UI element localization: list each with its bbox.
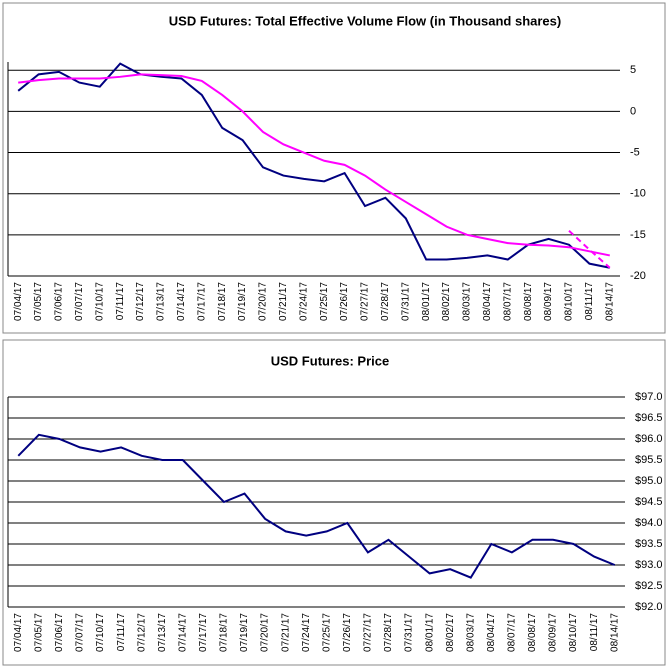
x-tick-label: 08/02/17 xyxy=(445,613,456,652)
y-tick-label: $97.0 xyxy=(635,391,663,403)
y-tick-label: $94.5 xyxy=(635,496,663,508)
x-tick-label: 07/06/17 xyxy=(54,613,65,652)
x-tick-label: 08/04/17 xyxy=(486,613,497,652)
x-tick-label: 08/11/17 xyxy=(589,613,600,652)
x-tick-label: 08/03/17 xyxy=(465,613,476,652)
x-tick-label: 08/01/17 xyxy=(421,282,432,321)
x-tick-label: 07/19/17 xyxy=(239,613,250,652)
x-tick-label: 07/19/17 xyxy=(237,282,248,321)
x-tick-label: 08/10/17 xyxy=(564,282,575,321)
x-tick-label: 07/20/17 xyxy=(258,282,269,321)
x-tick-label: 08/02/17 xyxy=(441,282,452,321)
y-tick-label: $95.0 xyxy=(635,475,663,487)
x-tick-label: 07/24/17 xyxy=(298,282,309,321)
x-tick-label: 08/08/17 xyxy=(523,282,534,321)
x-tick-label: 08/09/17 xyxy=(543,282,554,321)
x-tick-label: 07/11/17 xyxy=(115,282,126,321)
x-tick-label: 07/18/17 xyxy=(217,282,228,321)
x-tick-label: 07/31/17 xyxy=(404,613,415,652)
x-tick-label: 07/11/17 xyxy=(116,613,127,652)
x-tick-label: 07/26/17 xyxy=(339,282,350,321)
y-tick-label: $95.5 xyxy=(635,454,663,466)
x-tick-label: 07/04/17 xyxy=(13,613,24,652)
x-tick-label: 07/14/17 xyxy=(177,613,188,652)
x-tick-label: 07/14/17 xyxy=(176,282,187,321)
x-tick-label: 07/07/17 xyxy=(75,613,86,652)
x-tick-label: 07/10/17 xyxy=(95,613,106,652)
x-tick-label: 07/27/17 xyxy=(363,613,374,652)
x-tick-label: 07/25/17 xyxy=(319,282,330,321)
y-tick-label: $96.0 xyxy=(635,433,663,445)
x-tick-label: 07/26/17 xyxy=(342,613,353,652)
x-tick-label: 07/12/17 xyxy=(136,613,147,652)
x-tick-label: 08/07/17 xyxy=(507,613,518,652)
x-tick-label: 07/13/17 xyxy=(156,282,167,321)
y-tick-label: $92.0 xyxy=(635,601,663,613)
y-tick-label: 0 xyxy=(630,105,636,117)
x-tick-label: 08/11/17 xyxy=(584,282,595,321)
x-tick-label: 07/17/17 xyxy=(196,282,207,321)
x-tick-label: 07/10/17 xyxy=(94,282,105,321)
y-tick-label: $96.5 xyxy=(635,412,663,424)
x-tick-label: 07/06/17 xyxy=(54,282,65,321)
x-tick-label: 08/14/17 xyxy=(604,282,615,321)
y-tick-label: -20 xyxy=(630,270,646,282)
x-tick-label: 07/21/17 xyxy=(278,282,289,321)
panel xyxy=(2,2,666,334)
x-tick-label: 08/14/17 xyxy=(609,613,620,652)
x-tick-label: 07/28/17 xyxy=(383,613,394,652)
y-tick-label: 5 xyxy=(630,64,636,76)
data-line xyxy=(18,73,610,257)
chart-title: USD Futures: Price xyxy=(271,353,389,368)
x-tick-label: 08/01/17 xyxy=(424,613,435,652)
x-tick-label: 07/05/17 xyxy=(33,613,44,652)
chart-title: USD Futures: Total Effective Volume Flow… xyxy=(169,13,561,28)
data-line xyxy=(17,433,616,579)
x-tick-label: 07/12/17 xyxy=(135,282,146,321)
x-tick-label: 07/05/17 xyxy=(33,282,44,321)
x-tick-label: 08/07/17 xyxy=(502,282,513,321)
y-tick-label: $94.0 xyxy=(635,517,663,529)
x-tick-label: 07/20/17 xyxy=(260,613,271,652)
x-tick-label: 07/28/17 xyxy=(380,282,391,321)
x-tick-label: 07/21/17 xyxy=(280,613,291,652)
x-tick-label: 07/18/17 xyxy=(219,613,230,652)
y-tick-label: -10 xyxy=(630,188,646,200)
x-tick-label: 07/25/17 xyxy=(321,613,332,652)
y-tick-label: $92.5 xyxy=(635,580,663,592)
y-tick-label: $93.0 xyxy=(635,559,663,571)
y-tick-label: $93.5 xyxy=(635,538,663,550)
x-tick-label: 08/08/17 xyxy=(527,613,538,652)
x-tick-label: 07/17/17 xyxy=(198,613,209,652)
y-tick-label: -15 xyxy=(630,229,646,241)
x-tick-label: 07/24/17 xyxy=(301,613,312,652)
x-tick-label: 08/09/17 xyxy=(548,613,559,652)
data-line xyxy=(17,62,610,269)
x-tick-label: 08/04/17 xyxy=(482,282,493,321)
x-tick-label: 07/13/17 xyxy=(157,613,168,652)
y-tick-label: -5 xyxy=(630,146,640,158)
x-tick-label: 08/10/17 xyxy=(568,613,579,652)
x-tick-label: 07/04/17 xyxy=(13,282,24,321)
x-tick-label: 07/07/17 xyxy=(74,282,85,321)
x-tick-label: 07/31/17 xyxy=(400,282,411,321)
x-tick-label: 07/27/17 xyxy=(360,282,371,321)
x-tick-label: 08/03/17 xyxy=(462,282,473,321)
